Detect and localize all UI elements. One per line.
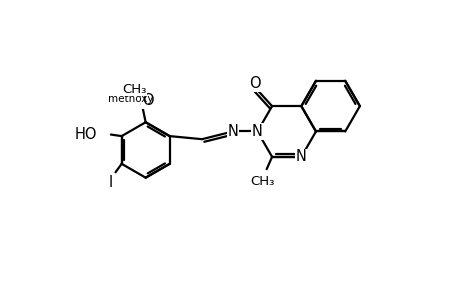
Text: O: O bbox=[249, 76, 260, 91]
Text: I: I bbox=[108, 175, 113, 190]
Text: N: N bbox=[295, 149, 306, 164]
Text: N: N bbox=[227, 124, 238, 139]
Text: N: N bbox=[252, 124, 262, 139]
Text: CH₃: CH₃ bbox=[250, 175, 274, 188]
Text: O: O bbox=[142, 93, 153, 108]
Text: HO: HO bbox=[74, 127, 97, 142]
Text: methoxy: methoxy bbox=[108, 94, 153, 104]
Text: CH₃: CH₃ bbox=[122, 82, 146, 96]
